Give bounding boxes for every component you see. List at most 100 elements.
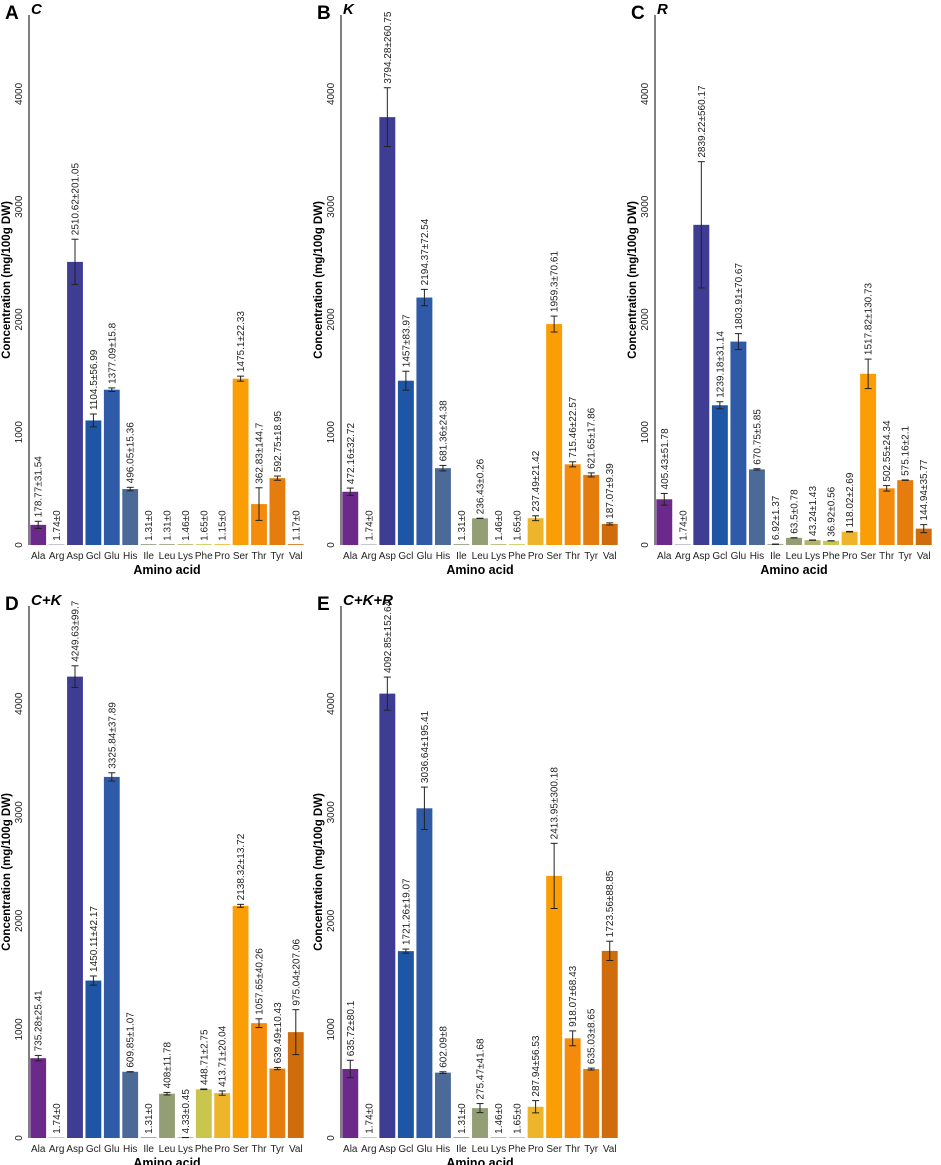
x-tick-label: His — [123, 1144, 137, 1155]
bar-pro — [214, 1093, 231, 1138]
x-tick-label: Ala — [343, 1144, 358, 1155]
bar-phe — [195, 1089, 212, 1138]
bar-arg — [674, 544, 691, 545]
x-tick-label: Ser — [233, 551, 249, 562]
data-label-glu: 1377.09±15.8 — [107, 322, 118, 384]
error-bar-ser — [550, 842, 558, 910]
x-tick-label: Arg — [49, 551, 65, 562]
bar-pro — [214, 544, 231, 545]
error-bar-thr — [255, 1018, 263, 1029]
x-tick-label: Asp — [379, 1144, 397, 1155]
error-bar-tyr — [587, 472, 595, 478]
data-label-gcl: 1457±83.97 — [401, 314, 412, 367]
error-bar-glu — [420, 786, 428, 831]
x-tick-label: Glu — [104, 1144, 120, 1155]
x-tick-label: Ala — [657, 551, 672, 562]
error-bar-asp — [71, 238, 79, 286]
x-tick-label: Glu — [417, 1144, 433, 1155]
x-tick-label: Thr — [252, 551, 268, 562]
bar-asp — [379, 693, 396, 1138]
x-tick-label: Tyr — [584, 551, 599, 562]
x-tick-label: Glu — [731, 551, 747, 562]
data-label-asp: 2839.22±560.17 — [697, 85, 708, 158]
data-label-thr: 715.46±22.57 — [568, 396, 579, 458]
error-bar-leu — [476, 1103, 484, 1114]
data-label-his: 681.36±24.38 — [438, 400, 449, 462]
y-axis-title: Concentration (mg/100g DW) — [313, 201, 325, 359]
bar-val — [287, 1032, 304, 1138]
x-tick-label: Gcl — [398, 1144, 413, 1155]
bar-his — [122, 1071, 139, 1138]
data-label-ile: 1.31±0 — [457, 1103, 468, 1134]
x-tick-label: Lys — [178, 1144, 193, 1155]
bar-phe — [823, 540, 840, 545]
y-axis-title: Concentration (mg/100g DW) — [627, 201, 639, 359]
x-axis-title: Amino acid — [446, 1156, 513, 1165]
data-label-ala: 405.43±51.78 — [660, 428, 671, 490]
bar-arg — [48, 544, 65, 545]
x-tick-label: Asp — [693, 551, 711, 562]
x-tick-label: Pro — [842, 551, 858, 562]
bar-ser — [546, 324, 563, 545]
x-tick-label: Phe — [195, 551, 213, 562]
bar-his — [122, 489, 139, 545]
data-label-ala: 178.77±31.54 — [34, 456, 45, 518]
y-tick-label: 1000 — [14, 1018, 25, 1041]
y-tick-label: 4000 — [640, 82, 651, 105]
bar-ile — [140, 1137, 157, 1138]
x-tick-label: Thr — [879, 551, 895, 562]
data-label-pro: 1.15±0 — [218, 510, 229, 541]
bar-arg — [48, 1137, 65, 1138]
data-label-pro: 287.94±56.53 — [531, 1035, 542, 1097]
x-axis-title: Amino acid — [446, 563, 513, 577]
bar-leu — [472, 518, 488, 545]
x-tick-label: Lys — [178, 551, 193, 562]
data-label-arg: 1.74±0 — [364, 510, 375, 541]
panel-letter: D — [5, 594, 19, 615]
x-tick-label: Arg — [675, 551, 691, 562]
data-label-val: 1723.56±88.85 — [605, 870, 616, 937]
bar-asp — [67, 676, 83, 1138]
bar-pro — [527, 518, 544, 545]
x-tick-label: Tyr — [270, 1144, 285, 1155]
error-bar-tyr — [587, 1067, 595, 1071]
y-tick-label: 3000 — [14, 195, 25, 218]
error-bar-val — [292, 1009, 300, 1056]
data-label-tyr: 621.65±17.86 — [587, 407, 598, 469]
x-tick-label: Gcl — [86, 1144, 101, 1155]
bar-lys — [490, 544, 507, 545]
data-label-glu: 3325.84±37.89 — [107, 702, 118, 769]
y-tick-label: 2000 — [326, 909, 337, 932]
data-label-leu: 1.31±0 — [163, 510, 174, 541]
error-bar-val — [606, 940, 614, 962]
x-tick-label: His — [123, 551, 137, 562]
error-bar-thr — [883, 485, 891, 492]
bar-ala — [30, 524, 47, 545]
bar-pro — [527, 1106, 544, 1138]
bar-tyr — [269, 478, 286, 545]
data-label-phe: 1.65±0 — [513, 510, 524, 541]
data-label-val: 187.07±9.39 — [605, 463, 616, 519]
x-tick-label: Pro — [528, 551, 544, 562]
data-label-ser: 1475.1±22.33 — [236, 311, 247, 373]
bar-phe — [509, 544, 526, 545]
x-tick-label: Ile — [143, 551, 154, 562]
bar-lys — [490, 1137, 507, 1138]
data-label-phe: 1.65±0 — [199, 510, 210, 541]
error-bar-tyr — [273, 1066, 281, 1071]
x-tick-label: Gcl — [398, 551, 413, 562]
x-tick-label: Asp — [379, 551, 397, 562]
panel-d: D C+K 0 1000 2000 3000 4000 Concentration (mg/1… — [1, 592, 304, 1165]
x-tick-label: Arg — [49, 1144, 65, 1155]
x-tick-label: Gcl — [712, 551, 727, 562]
x-tick-label: Ala — [31, 1144, 46, 1155]
data-label-thr: 502.55±24.34 — [882, 420, 893, 482]
data-label-arg: 1.74±0 — [678, 510, 689, 541]
bar-pro — [841, 531, 858, 545]
data-label-ile: 1.31±0 — [457, 510, 468, 541]
error-bar-his — [753, 468, 761, 471]
data-label-glu: 1803.91±70.67 — [734, 263, 745, 330]
data-label-tyr: 635.03±8.65 — [587, 1008, 598, 1064]
x-tick-label: Ile — [456, 551, 467, 562]
